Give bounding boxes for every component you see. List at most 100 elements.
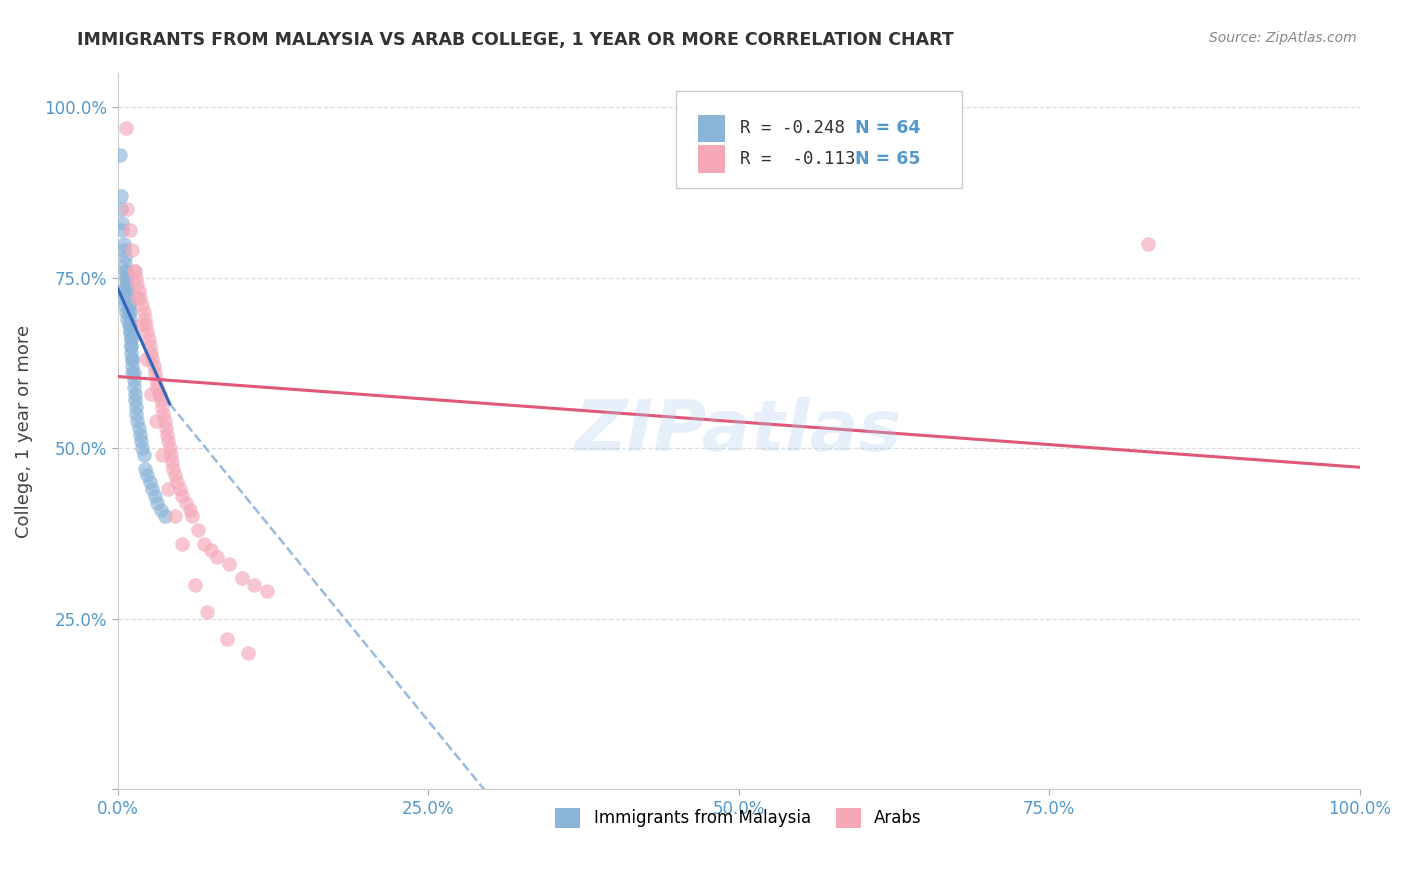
- Text: N = 64: N = 64: [855, 120, 921, 137]
- Point: [138, 332, 160, 346]
- Legend: Immigrants from Malaysia, Arabs: Immigrants from Malaysia, Arabs: [548, 801, 928, 835]
- Point: [122, 366, 145, 380]
- Point: [146, 380, 169, 394]
- Point: [120, 332, 142, 346]
- Point: [118, 298, 141, 312]
- Point: [110, 202, 132, 217]
- Point: [124, 264, 146, 278]
- Point: [115, 304, 138, 318]
- Point: [120, 339, 142, 353]
- Point: [115, 277, 138, 292]
- Point: [118, 304, 141, 318]
- Point: [128, 285, 150, 299]
- Point: [114, 264, 136, 278]
- Point: [136, 325, 159, 339]
- Text: R =  -0.113: R = -0.113: [740, 150, 855, 168]
- Point: [118, 325, 141, 339]
- Text: IMMIGRANTS FROM MALAYSIA VS ARAB COLLEGE, 1 YEAR OR MORE CORRELATION CHART: IMMIGRANTS FROM MALAYSIA VS ARAB COLLEGE…: [77, 31, 955, 49]
- Point: [115, 270, 138, 285]
- Point: [121, 359, 143, 374]
- Point: [143, 366, 166, 380]
- Point: [160, 455, 183, 469]
- Point: [150, 393, 173, 408]
- Point: [149, 386, 172, 401]
- Point: [243, 577, 266, 591]
- Point: [120, 332, 142, 346]
- Point: [157, 482, 180, 496]
- Point: [135, 352, 157, 367]
- Point: [118, 311, 141, 326]
- Point: [117, 202, 139, 217]
- Point: [111, 216, 134, 230]
- Point: [166, 475, 188, 490]
- Point: [120, 345, 142, 359]
- Point: [129, 318, 152, 333]
- Point: [231, 571, 253, 585]
- Point: [163, 509, 186, 524]
- Point: [115, 120, 138, 135]
- Point: [143, 489, 166, 503]
- Point: [112, 291, 135, 305]
- Point: [128, 427, 150, 442]
- Point: [215, 632, 238, 647]
- Point: [148, 386, 170, 401]
- Point: [117, 285, 139, 299]
- Point: [110, 188, 132, 202]
- Point: [132, 448, 155, 462]
- Point: [122, 380, 145, 394]
- Point: [122, 373, 145, 387]
- Point: [117, 277, 139, 292]
- Point: [118, 298, 141, 312]
- Point: [141, 352, 163, 367]
- Point: [128, 420, 150, 434]
- Point: [131, 298, 153, 312]
- Point: [117, 285, 139, 299]
- Point: [195, 605, 218, 619]
- Point: [205, 550, 228, 565]
- Point: [141, 482, 163, 496]
- Point: [114, 257, 136, 271]
- Point: [112, 244, 135, 258]
- Point: [142, 359, 165, 374]
- Point: [174, 496, 197, 510]
- Point: [156, 427, 179, 442]
- Point: [134, 461, 156, 475]
- Point: [118, 318, 141, 333]
- Text: Source: ZipAtlas.com: Source: ZipAtlas.com: [1209, 31, 1357, 45]
- Point: [114, 250, 136, 264]
- Point: [139, 475, 162, 490]
- Point: [120, 339, 142, 353]
- Point: [150, 448, 173, 462]
- Point: [153, 509, 176, 524]
- Text: N = 65: N = 65: [855, 150, 921, 168]
- Point: [162, 461, 184, 475]
- Point: [117, 291, 139, 305]
- Point: [159, 441, 181, 455]
- Point: [129, 434, 152, 449]
- Point: [163, 468, 186, 483]
- Point: [131, 441, 153, 455]
- Point: [117, 311, 139, 326]
- Point: [146, 496, 169, 510]
- Point: [193, 536, 215, 550]
- Point: [145, 373, 167, 387]
- Point: [153, 414, 176, 428]
- Point: [172, 536, 194, 550]
- Point: [127, 291, 149, 305]
- Point: [115, 264, 138, 278]
- Point: [183, 577, 205, 591]
- Point: [172, 489, 194, 503]
- Point: [135, 318, 157, 333]
- Point: [118, 318, 141, 333]
- Point: [218, 557, 240, 571]
- Point: [136, 468, 159, 483]
- Point: [139, 339, 162, 353]
- Point: [150, 401, 173, 415]
- Point: [118, 325, 141, 339]
- Point: [132, 304, 155, 318]
- Point: [121, 366, 143, 380]
- Point: [160, 448, 183, 462]
- Point: [169, 482, 191, 496]
- Point: [118, 223, 141, 237]
- Point: [111, 285, 134, 299]
